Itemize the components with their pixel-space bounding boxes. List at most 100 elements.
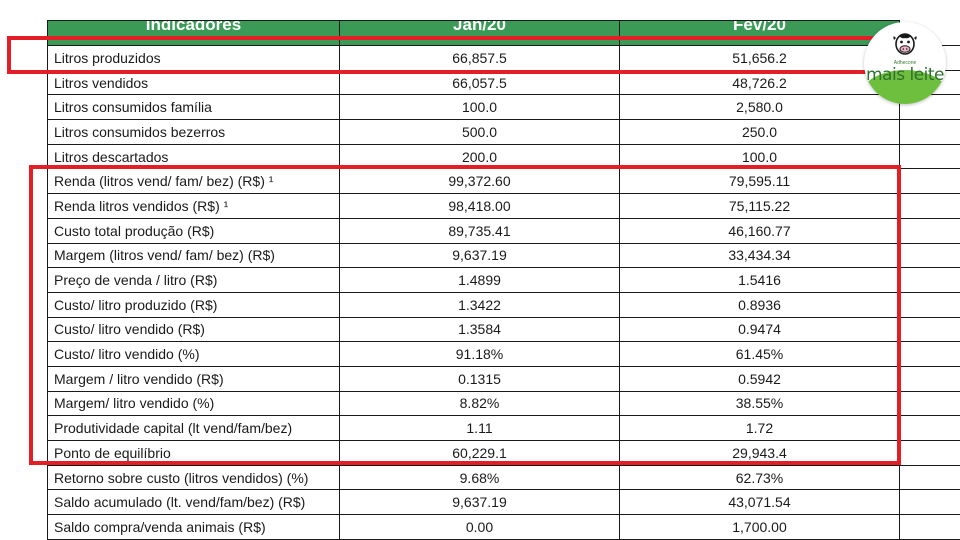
table-row: Margem/ litro vendido (%) 8.82% 38.55% xyxy=(47,390,960,417)
row-jan-value: 89,735.41 xyxy=(339,217,620,244)
row-extra-cell xyxy=(899,119,960,145)
row-extra-cell xyxy=(899,514,960,540)
row-jan-value: 9.68% xyxy=(339,464,620,491)
row-extra-cell xyxy=(899,243,960,269)
row-jan-value: 500.0 xyxy=(339,119,620,145)
table-row: Preço de venda / litro (R$) 1.4899 1.5416 xyxy=(47,267,960,293)
row-extra-cell xyxy=(899,391,960,417)
table-row: Saldo compra/venda animais (R$) 0.00 1,700… xyxy=(47,514,960,540)
row-label: Renda litros vendidos (R$) ¹ xyxy=(47,193,340,219)
row-label: Litros vendidos xyxy=(47,69,340,96)
row-fev-value: 79,595.11 xyxy=(619,168,900,195)
row-extra-cell xyxy=(899,465,960,491)
row-fev-value: 1.5416 xyxy=(619,267,900,293)
table-header-row: Indicadores Jan/20 Fev/20 xyxy=(47,20,960,46)
row-extra-cell xyxy=(899,218,960,244)
table-row: Custo/ litro produzido (R$) 1.3422 0.8936 xyxy=(47,291,960,318)
table-row: Retorno sobre custo (litros vendidos) (%… xyxy=(47,464,960,491)
table-row: Ponto de equilíbrio 60,229.1 29,943.4 xyxy=(47,440,960,466)
row-extra-cell xyxy=(899,144,960,170)
row-jan-value: 9,637.19 xyxy=(339,242,620,269)
row-label: Litros consumidos família xyxy=(47,94,340,121)
row-label: Custo total produção (R$) xyxy=(47,217,340,244)
row-fev-value: 48,726.2 xyxy=(619,69,900,96)
row-fev-value: 2,580.0 xyxy=(619,94,900,121)
table-row: Margem / litro vendido (R$) 0.1315 0.5942 xyxy=(47,365,960,392)
row-label: Saldo compra/venda animais (R$) xyxy=(47,514,340,540)
row-extra-cell xyxy=(899,292,960,318)
row-fev-value: 38.55% xyxy=(619,390,900,417)
row-fev-value: 29,943.4 xyxy=(619,440,900,466)
row-jan-value: 100.0 xyxy=(339,94,620,121)
row-jan-value: 1.4899 xyxy=(339,267,620,293)
row-jan-value: 66,057.5 xyxy=(339,69,620,96)
row-extra-cell xyxy=(899,267,960,293)
row-label: Margem (litros vend/ fam/ bez) (R$) xyxy=(47,242,340,269)
row-fev-value: 51,656.2 xyxy=(619,45,900,71)
table-row: Litros vendidos 66,057.5 48,726.2 xyxy=(47,69,960,96)
table-row: Saldo acumulado (lt. vend/fam/bez) (R$) 9… xyxy=(47,489,960,516)
row-fev-value: 1,700.00 xyxy=(619,514,900,540)
table-row: Custo total produção (R$) 89,735.41 46,160… xyxy=(47,217,960,244)
row-label: Margem / litro vendido (R$) xyxy=(47,365,340,392)
row-label: Custo/ litro vendido (R$) xyxy=(47,316,340,343)
row-label: Litros descartados xyxy=(47,143,340,170)
row-jan-value: 60,229.1 xyxy=(339,440,620,466)
row-fev-value: 61.45% xyxy=(619,341,900,367)
row-label: Litros produzidos xyxy=(47,45,340,71)
row-extra-cell xyxy=(899,193,960,219)
table-row: Renda litros vendidos (R$) ¹ 98,418.00 75,… xyxy=(47,193,960,219)
row-label: Litros consumidos bezerros xyxy=(47,119,340,145)
row-extra-cell xyxy=(899,415,960,441)
row-jan-value: 99,372.60 xyxy=(339,168,620,195)
row-jan-value: 91.18% xyxy=(339,341,620,367)
row-fev-value: 62.73% xyxy=(619,464,900,491)
row-label: Margem/ litro vendido (%) xyxy=(47,390,340,417)
indicators-table: Indicadores Jan/20 Fev/20 Litros produzi… xyxy=(47,20,960,540)
row-fev-value: 0.9474 xyxy=(619,316,900,343)
row-extra-cell xyxy=(899,168,960,195)
header-indicadores: Indicadores xyxy=(47,20,340,46)
row-fev-value: 0.8936 xyxy=(619,291,900,318)
logo-small-text: Adhecone xyxy=(893,60,917,66)
row-jan-value: 1.3422 xyxy=(339,291,620,318)
row-jan-value: 1.11 xyxy=(339,415,620,441)
table-row: Litros descartados 200.0 100.0 xyxy=(47,143,960,170)
row-jan-value: 1.3584 xyxy=(339,316,620,343)
row-fev-value: 75,115.22 xyxy=(619,193,900,219)
row-fev-value: 46,160.77 xyxy=(619,217,900,244)
mais-leite-logo: Adhecone mais leite xyxy=(864,22,946,104)
row-jan-value: 0.1315 xyxy=(339,365,620,392)
table-row: Custo/ litro vendido (R$) 1.3584 0.9474 xyxy=(47,316,960,343)
row-jan-value: 66,857.5 xyxy=(339,45,620,71)
row-fev-value: 100.0 xyxy=(619,143,900,170)
row-extra-cell xyxy=(899,489,960,516)
row-label: Custo/ litro vendido (%) xyxy=(47,341,340,367)
row-jan-value: 9,637.19 xyxy=(339,489,620,516)
indicators-table-wrap: Indicadores Jan/20 Fev/20 Litros produzi… xyxy=(47,20,960,540)
table-row: Margem (litros vend/ fam/ bez) (R$) 9,637… xyxy=(47,242,960,269)
row-fev-value: 33,434.34 xyxy=(619,242,900,269)
table-row: Renda (litros vend/ fam/ bez) (R$) ¹ 99,3… xyxy=(47,168,960,195)
table-row: Litros consumidos família 100.0 2,580.0 xyxy=(47,94,960,121)
row-label: Ponto de equilíbrio xyxy=(47,440,340,466)
row-label: Custo/ litro produzido (R$) xyxy=(47,291,340,318)
row-jan-value: 8.82% xyxy=(339,390,620,417)
table-row: Litros produzidos 66,857.5 51,656.2 xyxy=(47,45,960,71)
row-label: Saldo acumulado (lt. vend/fam/bez) (R$) xyxy=(47,489,340,516)
header-jan: Jan/20 xyxy=(339,20,620,46)
table-row: Produtividade capital (lt vend/fam/bez) 1… xyxy=(47,415,960,441)
row-label: Renda (litros vend/ fam/ bez) (R$) ¹ xyxy=(47,168,340,195)
row-label: Produtividade capital (lt vend/fam/bez) xyxy=(47,415,340,441)
row-extra-cell xyxy=(899,317,960,343)
header-fev: Fev/20 xyxy=(619,20,900,46)
row-fev-value: 1.72 xyxy=(619,415,900,441)
logo-arc xyxy=(864,70,946,104)
row-fev-value: 0.5942 xyxy=(619,365,900,392)
cow-icon xyxy=(893,33,917,55)
row-fev-value: 43,071.54 xyxy=(619,489,900,516)
table-row: Custo/ litro vendido (%) 91.18% 61.45% xyxy=(47,341,960,367)
row-jan-value: 200.0 xyxy=(339,143,620,170)
row-extra-cell xyxy=(899,440,960,466)
row-jan-value: 0.00 xyxy=(339,514,620,540)
